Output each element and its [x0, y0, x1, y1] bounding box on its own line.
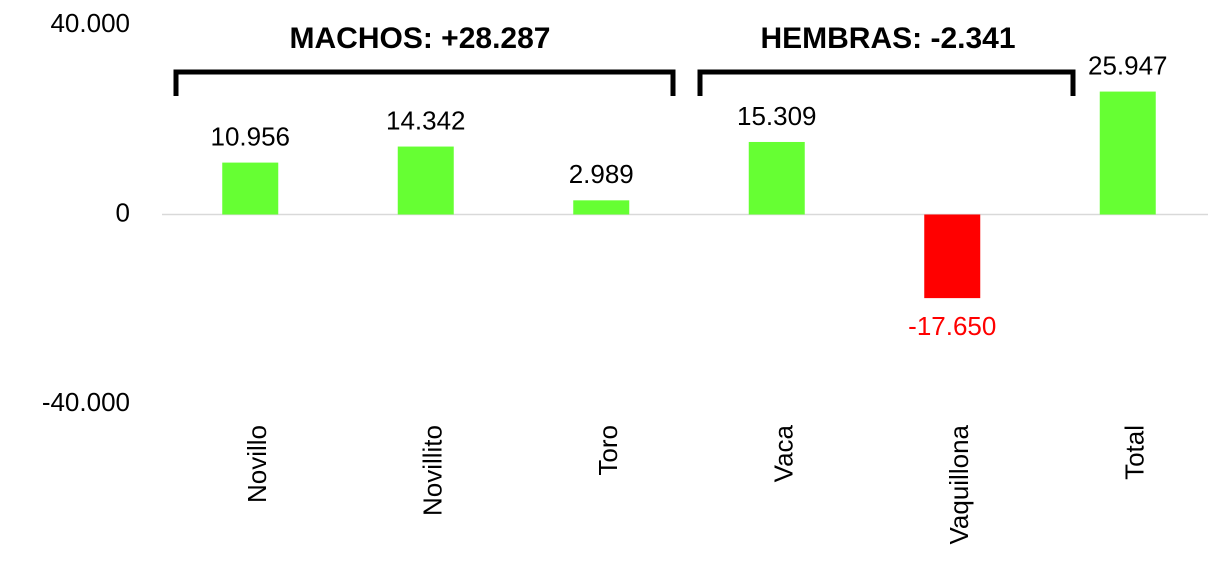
- value-label: -17.650: [908, 311, 996, 341]
- bar: [924, 214, 981, 299]
- group-label: MACHOS: +28.287: [290, 22, 551, 55]
- bar: [573, 200, 630, 215]
- y-tick-label: 0: [116, 197, 130, 227]
- group-bracket: [173, 69, 676, 96]
- x-tick-label: Vaca: [769, 424, 799, 482]
- value-label: 10.956: [210, 121, 290, 151]
- group-bracket: [697, 69, 1076, 96]
- bar: [748, 141, 805, 215]
- value-label: 2.989: [569, 159, 634, 189]
- bar: [222, 162, 279, 215]
- x-tick-label: Toro: [593, 425, 623, 476]
- value-label: 25.947: [1088, 50, 1168, 80]
- x-tick-label: Novillito: [418, 425, 448, 516]
- x-tick-label: Total: [1120, 425, 1150, 480]
- x-tick-label: Vaquillona: [944, 424, 974, 544]
- group-label: HEMBRAS: -2.341: [760, 22, 1015, 55]
- y-tick-label: 40.000: [50, 8, 130, 38]
- y-tick-label: -40.000: [42, 387, 130, 417]
- x-tick-label: Novillo: [242, 425, 272, 503]
- value-label: 14.342: [386, 105, 466, 135]
- bar: [1099, 91, 1156, 215]
- bar: [397, 146, 454, 215]
- value-label: 15.309: [737, 101, 817, 131]
